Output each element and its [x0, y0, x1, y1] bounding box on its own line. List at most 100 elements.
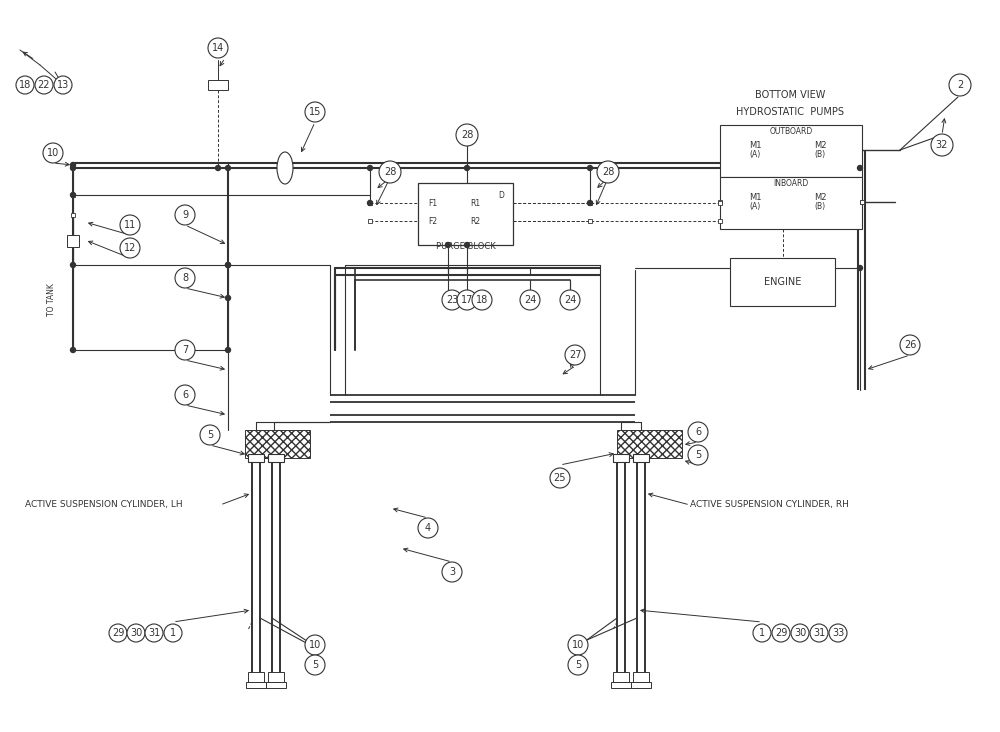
Text: 10: 10 — [309, 640, 321, 650]
Circle shape — [70, 193, 76, 198]
Bar — [588, 201, 592, 205]
Text: 11: 11 — [124, 220, 136, 230]
Text: 2: 2 — [957, 80, 963, 90]
Bar — [208, 80, 228, 90]
Text: 8: 8 — [182, 273, 188, 283]
Bar — [718, 219, 722, 223]
Circle shape — [829, 624, 847, 642]
Text: 28: 28 — [461, 130, 473, 140]
Circle shape — [442, 290, 462, 310]
Circle shape — [688, 422, 708, 442]
Text: (A): (A) — [749, 203, 761, 212]
Circle shape — [931, 134, 953, 156]
Circle shape — [43, 143, 63, 163]
Text: ENGINE: ENGINE — [764, 277, 802, 287]
Circle shape — [753, 624, 771, 642]
Text: F2: F2 — [428, 217, 437, 225]
Text: 29: 29 — [112, 628, 124, 638]
Text: 4: 4 — [425, 523, 431, 533]
Text: R2: R2 — [470, 217, 480, 225]
Bar — [248, 672, 264, 682]
Circle shape — [810, 624, 828, 642]
Text: 10: 10 — [572, 640, 584, 650]
Circle shape — [208, 38, 228, 58]
Text: M2: M2 — [814, 141, 826, 149]
Circle shape — [446, 242, 450, 247]
Bar — [617, 430, 682, 458]
Circle shape — [54, 76, 72, 94]
Bar — [368, 201, 372, 205]
Text: ACTIVE SUSPENSION CYLINDER, RH: ACTIVE SUSPENSION CYLINDER, RH — [690, 501, 849, 509]
Text: 7: 7 — [182, 345, 188, 355]
Text: 31: 31 — [813, 628, 825, 638]
Text: 27: 27 — [569, 350, 581, 360]
Text: PURGE BLOCK: PURGE BLOCK — [436, 242, 495, 251]
Circle shape — [164, 624, 182, 642]
Circle shape — [568, 655, 588, 675]
Bar — [860, 200, 864, 204]
Circle shape — [568, 635, 588, 655]
Circle shape — [305, 655, 325, 675]
Circle shape — [109, 624, 127, 642]
Bar — [245, 430, 310, 458]
Circle shape — [70, 348, 76, 353]
Text: F1: F1 — [428, 198, 437, 207]
Circle shape — [791, 624, 809, 642]
Text: TO TANK: TO TANK — [48, 283, 56, 316]
Circle shape — [127, 624, 145, 642]
Text: 15: 15 — [309, 107, 321, 117]
Text: 24: 24 — [524, 295, 536, 305]
Text: 22: 22 — [38, 80, 50, 90]
Text: M1: M1 — [749, 141, 761, 149]
Circle shape — [175, 268, 195, 288]
Bar — [268, 672, 284, 682]
Circle shape — [379, 161, 401, 183]
Circle shape — [456, 124, 478, 146]
Text: 9: 9 — [182, 210, 188, 220]
Circle shape — [145, 624, 163, 642]
Bar — [248, 454, 264, 462]
Circle shape — [464, 165, 470, 171]
Circle shape — [175, 205, 195, 225]
Circle shape — [949, 74, 971, 96]
Text: 12: 12 — [124, 243, 136, 253]
Text: M2: M2 — [814, 193, 826, 201]
Bar — [720, 177, 862, 229]
Circle shape — [175, 340, 195, 360]
Circle shape — [200, 425, 220, 445]
Circle shape — [368, 201, 372, 206]
Circle shape — [588, 201, 592, 206]
Circle shape — [226, 263, 230, 267]
Bar — [268, 454, 284, 462]
Bar — [266, 682, 286, 688]
Circle shape — [550, 468, 570, 488]
Bar — [860, 200, 864, 204]
Text: 5: 5 — [312, 660, 318, 670]
Circle shape — [120, 215, 140, 235]
Circle shape — [900, 335, 920, 355]
Text: HYDROSTATIC  PUMPS: HYDROSTATIC PUMPS — [736, 107, 844, 117]
Text: 3: 3 — [449, 567, 455, 577]
Circle shape — [226, 296, 230, 301]
Circle shape — [226, 348, 230, 353]
Text: 5: 5 — [207, 430, 213, 440]
Text: 25: 25 — [554, 473, 566, 483]
Bar — [613, 454, 629, 462]
Circle shape — [560, 290, 580, 310]
Text: D: D — [498, 190, 504, 200]
Circle shape — [35, 76, 53, 94]
Bar — [718, 201, 722, 205]
Circle shape — [858, 165, 862, 171]
Text: ACTIVE SUSPENSION CYLINDER, LH: ACTIVE SUSPENSION CYLINDER, LH — [25, 501, 183, 509]
Circle shape — [457, 290, 477, 310]
Text: 28: 28 — [384, 167, 396, 177]
Circle shape — [588, 165, 592, 171]
Text: M1: M1 — [749, 193, 761, 201]
Bar — [613, 672, 629, 682]
Bar — [418, 183, 513, 245]
Text: 13: 13 — [57, 80, 69, 90]
Text: 26: 26 — [904, 340, 916, 350]
Bar — [368, 219, 372, 223]
Bar — [631, 682, 651, 688]
Text: OUTBOARD: OUTBOARD — [769, 127, 813, 136]
